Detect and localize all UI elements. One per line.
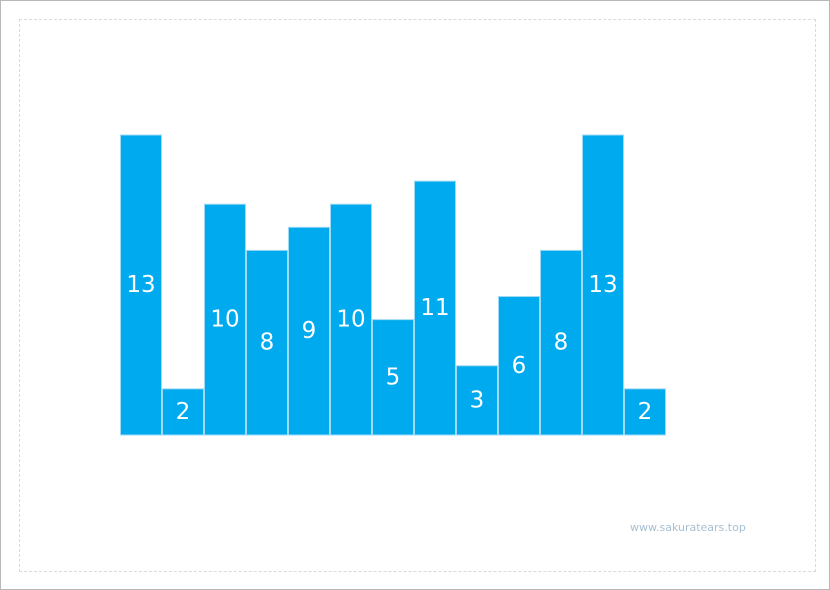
bar-7 xyxy=(372,319,414,436)
bar-1 xyxy=(120,134,162,436)
bar-6 xyxy=(330,203,372,436)
bar-label-5: 9 xyxy=(302,318,317,344)
bar-label-11: 8 xyxy=(554,330,569,356)
bar-label-9: 3 xyxy=(470,387,485,413)
bar-label-3: 10 xyxy=(210,307,239,333)
bar-8 xyxy=(414,180,456,436)
bar-label-8: 11 xyxy=(420,295,449,321)
bar-label-4: 8 xyxy=(260,330,275,356)
bar-label-10: 6 xyxy=(512,353,527,379)
bar-11 xyxy=(540,249,582,436)
bar-13 xyxy=(624,388,666,436)
bar-9 xyxy=(456,365,498,436)
bar-5 xyxy=(288,226,330,436)
bar-label-7: 5 xyxy=(386,364,401,390)
bar-label-13: 2 xyxy=(638,399,653,425)
bar-label-2: 2 xyxy=(176,399,191,425)
bar-label-12: 13 xyxy=(588,272,617,298)
bar-label-6: 10 xyxy=(336,307,365,333)
bar-4 xyxy=(246,249,288,436)
bar-12 xyxy=(582,134,624,436)
bar-3 xyxy=(204,203,246,436)
watermark-text: www.sakuratears.top xyxy=(630,521,746,534)
bar-label-1: 13 xyxy=(126,272,155,298)
bar-10 xyxy=(498,296,540,436)
chart-area-border xyxy=(19,19,816,572)
bar-2 xyxy=(162,388,204,436)
